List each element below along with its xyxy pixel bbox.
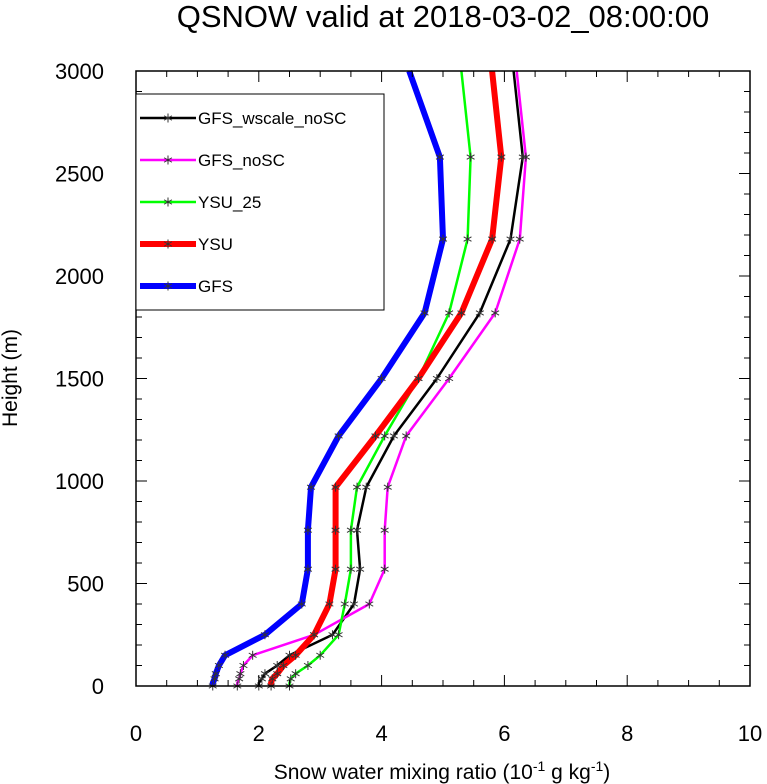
- series-point-3: [331, 482, 340, 492]
- legend-marker-4: [163, 281, 173, 291]
- series-point-2: [316, 650, 325, 660]
- series-point-1: [402, 431, 411, 441]
- series-point-1: [380, 564, 389, 574]
- y-tick-label: 1500: [55, 367, 104, 392]
- legend-marker-3: [163, 239, 173, 249]
- legend-marker-1: [163, 155, 173, 165]
- series-point-1: [444, 374, 454, 383]
- series-point-1: [239, 661, 248, 670]
- series-point-1: [383, 482, 392, 492]
- y-tick-label: 3000: [55, 59, 104, 84]
- series-point-4: [303, 525, 313, 535]
- series-point-2: [466, 152, 475, 162]
- y-tick-label: 1000: [55, 469, 104, 494]
- series-point-4: [260, 630, 270, 640]
- legend: GFS_wscale_noSC GFS_noSC YSU_25 YSU GFS: [135, 93, 385, 311]
- legend-marker-2: [163, 197, 173, 207]
- series-point-3: [371, 431, 380, 441]
- series-point-1: [380, 525, 389, 535]
- series-point-2: [291, 669, 300, 679]
- x-axis-label: Snow water mixing ratio (10-1 g kg-1): [274, 758, 611, 784]
- series-point-2: [286, 674, 295, 684]
- series-point-1: [521, 152, 531, 162]
- series-point-2: [346, 525, 356, 535]
- legend-label-1: GFS_noSC: [198, 151, 285, 170]
- series-point-0: [260, 669, 270, 679]
- series-point-2: [352, 482, 362, 492]
- series-point-2: [303, 661, 313, 670]
- x-tick-label: 8: [621, 721, 633, 746]
- series-point-3: [331, 525, 340, 535]
- series-point-4: [214, 661, 224, 670]
- series-point-3: [291, 650, 300, 660]
- x-tick-label: 10: [738, 721, 762, 746]
- series-point-0: [355, 564, 365, 574]
- series-point-4: [210, 674, 219, 684]
- x-tick-label: 6: [498, 721, 510, 746]
- series-point-0: [389, 431, 399, 441]
- series-point-0: [362, 482, 371, 492]
- x-tick-label: 0: [130, 721, 142, 746]
- y-tick-label: 2000: [55, 264, 104, 289]
- series-point-3: [487, 234, 497, 244]
- legend-marker-0: [163, 113, 173, 123]
- series-point-4: [377, 374, 386, 383]
- series-point-4: [420, 308, 429, 318]
- series-point-0: [432, 374, 442, 383]
- series-point-1: [515, 234, 524, 244]
- y-tick-label: 500: [67, 572, 104, 597]
- series-point-0: [475, 308, 484, 318]
- series-point-2: [334, 630, 343, 640]
- y-tick-label: 2500: [55, 162, 104, 187]
- series-point-3: [497, 152, 506, 162]
- axes: 0 2 4 6 8 10 0 500 1000 1500 2000 2500 3000: [55, 59, 762, 746]
- series-point-2: [340, 599, 349, 609]
- series-point-2: [444, 308, 454, 318]
- series-point-0: [349, 599, 359, 609]
- legend-label-0: GFS_wscale_noSC: [198, 109, 346, 128]
- series-point-0: [506, 234, 515, 244]
- series-point-1: [248, 650, 257, 660]
- chart-title: QSNOW valid at 2018-03-02_08:00:00: [177, 0, 709, 34]
- series-group: [208, 69, 531, 691]
- x-tick-label: 2: [253, 721, 265, 746]
- series-point-4: [306, 482, 316, 492]
- series-point-3: [331, 564, 340, 574]
- series-point-2: [346, 564, 356, 574]
- series-point-3: [279, 661, 288, 670]
- series-point-4: [220, 650, 230, 660]
- series-point-3: [273, 669, 282, 679]
- series-point-2: [380, 431, 389, 441]
- series-point-0: [352, 525, 362, 535]
- series-point-4: [303, 564, 313, 574]
- series-point-4: [438, 234, 448, 244]
- series-point-4: [435, 152, 445, 162]
- series-point-1: [491, 308, 500, 318]
- series-point-1: [236, 669, 245, 679]
- series-point-4: [211, 669, 220, 679]
- series-point-3: [268, 674, 277, 684]
- legend-label-2: YSU_25: [198, 193, 261, 212]
- series-point-4: [334, 431, 343, 441]
- legend-label-3: YSU: [198, 235, 233, 254]
- series-point-3: [414, 374, 423, 383]
- legend-label-4: GFS: [198, 277, 233, 296]
- series-point-3: [325, 599, 334, 609]
- series-point-2: [463, 234, 472, 244]
- series-point-1: [235, 674, 244, 684]
- series-point-4: [297, 599, 306, 609]
- y-axis-label: Height (m): [0, 329, 22, 427]
- series-point-3: [457, 308, 466, 318]
- y-tick-label: 0: [92, 674, 104, 699]
- series-point-3: [309, 630, 319, 640]
- series-point-1: [365, 599, 374, 609]
- x-tick-label: 4: [375, 721, 387, 746]
